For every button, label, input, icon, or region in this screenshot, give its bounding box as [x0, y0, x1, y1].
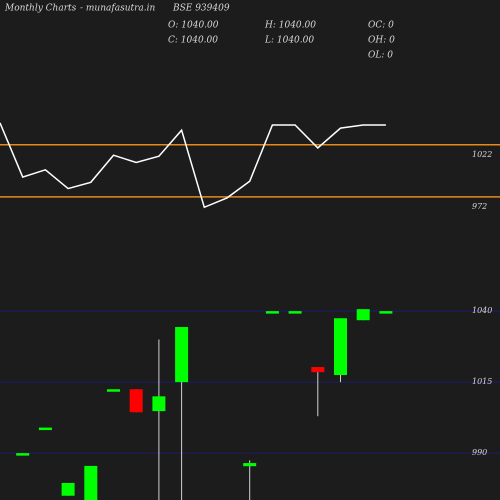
header-symbol: BSE 939409 [172, 4, 230, 14]
candle-body [265, 311, 279, 314]
stat: L: 1040.00 [264, 36, 314, 46]
candle-body [107, 389, 120, 392]
candle-body [288, 311, 302, 314]
y-tick-label: 990 [472, 448, 487, 457]
y-tick-label: 1022 [472, 150, 492, 159]
header-site: - munafasutra.in [80, 4, 156, 14]
candle-body [84, 465, 98, 500]
stat: OL: 0 [368, 51, 393, 61]
candle-body [38, 427, 52, 431]
stat: OC: 0 [368, 21, 394, 31]
stat: C: 1040.00 [168, 36, 218, 46]
candle-body [334, 318, 347, 376]
line [0, 122, 386, 209]
plots: 1022 972 1040 1015 990 [0, 122, 500, 500]
candle-body [152, 396, 166, 412]
candle-body [175, 327, 189, 383]
y-tick-label: 972 [472, 202, 487, 211]
candle-body [61, 482, 75, 496]
candle-body [356, 309, 370, 321]
candle-body [129, 389, 143, 413]
y-tick-label: 1015 [472, 377, 492, 386]
candle-body [311, 367, 325, 373]
y-tick-label: 1040 [472, 306, 492, 315]
stat: H: 1040.00 [264, 21, 316, 31]
stat: O: 1040.00 [168, 21, 219, 31]
header-title: Monthly Charts [4, 4, 77, 14]
stat: OH: 0 [368, 36, 395, 46]
candle-body [379, 311, 393, 314]
candle-body [243, 463, 257, 467]
candle-body [16, 453, 30, 456]
